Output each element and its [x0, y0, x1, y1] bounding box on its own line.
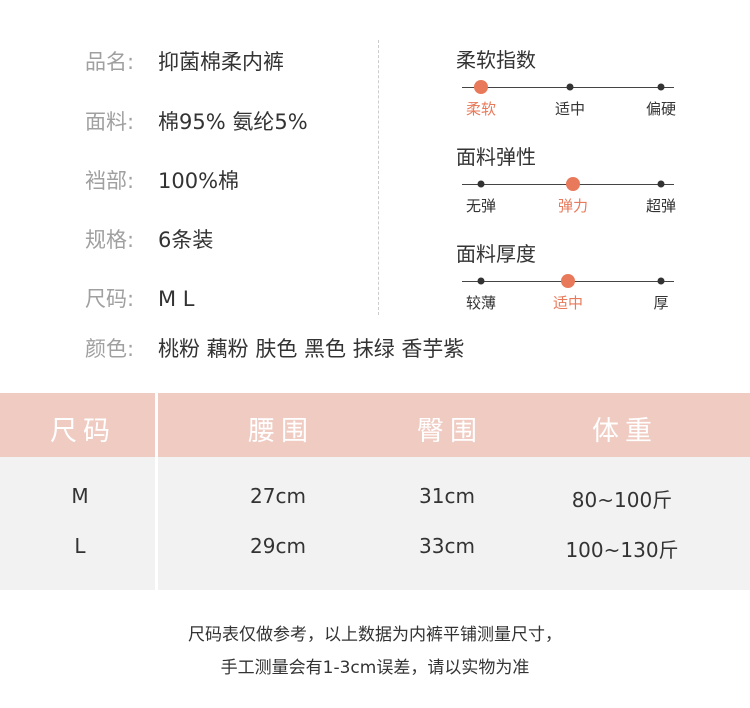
table-cell: 33cm — [419, 534, 475, 558]
spec-label: 尺码: — [85, 287, 135, 311]
spec-label: 规格: — [85, 228, 135, 252]
spec-row: 颜色: 桃粉 藕粉 肤色 黑色 抹绿 香芋紫 — [85, 333, 464, 363]
index-dot — [657, 277, 665, 285]
index-title: 面料弹性 — [456, 145, 536, 169]
table-cell: 100~130斤 — [565, 538, 679, 562]
table-cell: 80~100斤 — [571, 488, 673, 512]
spec-label: 裆部: — [85, 169, 135, 193]
index-dot — [474, 80, 488, 94]
table-cell: 29cm — [250, 534, 306, 558]
spec-value: 桃粉 藕粉 肤色 黑色 抹绿 香芋紫 — [158, 337, 465, 361]
table-cell: M — [71, 484, 89, 508]
index-option: 弹力 — [557, 197, 589, 215]
spec-value: M L — [158, 287, 195, 311]
spec-value: 棉95% 氨纶5% — [158, 110, 308, 134]
size-table-header — [0, 393, 750, 457]
index-dot — [657, 83, 665, 91]
size-table-body — [0, 457, 750, 590]
note-line: 尺码表仅做参考，以上数据为内裤平铺测量尺寸， — [188, 625, 562, 645]
table-header-cell: 尺码 — [50, 416, 116, 447]
table-cell: 27cm — [250, 484, 306, 508]
index-option: 较薄 — [465, 294, 497, 312]
column-divider — [155, 393, 158, 590]
spec-value: 100%棉 — [158, 169, 240, 193]
spec-label: 面料: — [85, 110, 135, 134]
spec-label: 品名: — [85, 50, 135, 74]
table-cell: L — [74, 534, 86, 558]
index-dot — [561, 274, 575, 288]
table-cell: 31cm — [419, 484, 475, 508]
spec-label: 颜色: — [85, 337, 135, 361]
index-option: 柔软 — [465, 100, 497, 118]
spec-row: 面料: 棉95% 氨纶5% — [85, 106, 308, 136]
index-option: 适中 — [554, 100, 586, 118]
index-option: 适中 — [552, 294, 584, 312]
divider — [378, 40, 379, 315]
spec-row: 品名: 抑菌棉柔内裤 — [85, 46, 284, 76]
index-title: 柔软指数 — [456, 48, 536, 72]
index-dot — [477, 277, 485, 285]
table-header-cell: 臀围 — [417, 416, 483, 447]
index-option: 超弹 — [645, 197, 677, 215]
index-dot — [566, 177, 580, 191]
index-title: 面料厚度 — [456, 242, 536, 266]
index-dot — [657, 180, 665, 188]
spec-value: 6条装 — [158, 228, 214, 252]
table-header-cell: 腰围 — [248, 416, 314, 447]
note-line: 手工测量会有1-3cm误差，请以实物为准 — [220, 658, 530, 678]
index-option: 厚 — [653, 294, 669, 312]
index-option: 偏硬 — [645, 100, 677, 118]
spec-value: 抑菌棉柔内裤 — [158, 50, 284, 74]
index-dot — [477, 180, 485, 188]
index-dot — [566, 83, 574, 91]
spec-row: 规格: 6条装 — [85, 224, 213, 254]
spec-row: 尺码: M L — [85, 283, 195, 313]
index-option: 无弹 — [465, 197, 497, 215]
spec-row: 裆部: 100%棉 — [85, 165, 239, 195]
table-header-cell: 体重 — [592, 416, 658, 447]
